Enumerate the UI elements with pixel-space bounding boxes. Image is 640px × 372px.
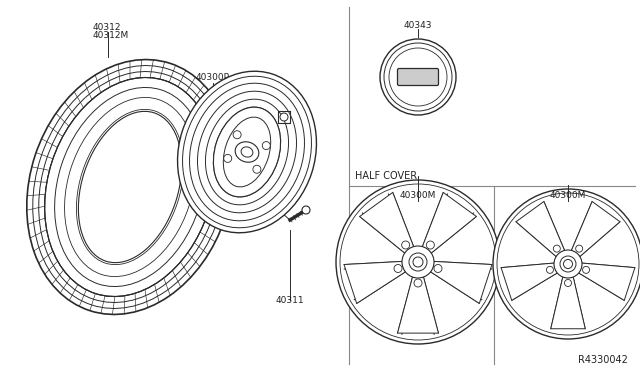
Polygon shape xyxy=(572,202,620,257)
Circle shape xyxy=(224,154,232,163)
Text: NISSAN: NISSAN xyxy=(405,74,431,80)
Circle shape xyxy=(564,279,572,286)
Text: 40300M: 40300M xyxy=(400,192,436,201)
Text: R4330042: R4330042 xyxy=(578,355,628,365)
Circle shape xyxy=(554,245,561,252)
Text: 40300M: 40300M xyxy=(550,192,586,201)
Circle shape xyxy=(554,250,582,278)
Polygon shape xyxy=(344,262,405,304)
Ellipse shape xyxy=(235,142,259,162)
Circle shape xyxy=(563,260,573,269)
Text: HALF COVER: HALF COVER xyxy=(355,171,417,181)
Polygon shape xyxy=(501,263,557,300)
Circle shape xyxy=(262,142,270,150)
Polygon shape xyxy=(431,262,492,304)
Circle shape xyxy=(336,180,500,344)
FancyBboxPatch shape xyxy=(397,68,438,86)
Ellipse shape xyxy=(205,99,289,205)
Text: 40312: 40312 xyxy=(93,22,122,32)
Polygon shape xyxy=(579,263,635,300)
Circle shape xyxy=(497,193,639,335)
Circle shape xyxy=(409,253,427,271)
Circle shape xyxy=(340,184,496,340)
Circle shape xyxy=(426,241,435,249)
Circle shape xyxy=(560,256,576,272)
Circle shape xyxy=(413,257,423,267)
Polygon shape xyxy=(551,277,585,329)
Circle shape xyxy=(434,264,442,272)
Ellipse shape xyxy=(177,71,316,233)
Circle shape xyxy=(414,279,422,287)
Circle shape xyxy=(402,241,410,249)
Polygon shape xyxy=(516,202,564,257)
Text: 40224: 40224 xyxy=(274,96,302,105)
Circle shape xyxy=(253,165,261,173)
Ellipse shape xyxy=(182,76,312,228)
Ellipse shape xyxy=(241,147,253,157)
Circle shape xyxy=(380,39,456,115)
Circle shape xyxy=(582,266,589,273)
Polygon shape xyxy=(422,192,476,253)
Ellipse shape xyxy=(45,77,215,296)
Circle shape xyxy=(233,131,241,139)
Text: 40300P: 40300P xyxy=(196,74,230,83)
Text: 40343: 40343 xyxy=(404,20,432,29)
Ellipse shape xyxy=(213,107,280,197)
Circle shape xyxy=(389,48,447,106)
Circle shape xyxy=(547,266,554,273)
Ellipse shape xyxy=(189,83,305,221)
Ellipse shape xyxy=(213,107,280,197)
Text: 40312M: 40312M xyxy=(93,32,129,41)
Circle shape xyxy=(384,43,452,111)
Circle shape xyxy=(302,206,310,214)
Circle shape xyxy=(402,246,434,278)
Ellipse shape xyxy=(198,91,296,213)
Ellipse shape xyxy=(223,117,271,187)
Polygon shape xyxy=(397,277,438,333)
Circle shape xyxy=(493,189,640,339)
Circle shape xyxy=(394,264,402,272)
Circle shape xyxy=(280,113,288,121)
Ellipse shape xyxy=(78,111,182,263)
Circle shape xyxy=(575,245,582,252)
Polygon shape xyxy=(360,192,413,253)
Text: 40311: 40311 xyxy=(276,296,304,305)
